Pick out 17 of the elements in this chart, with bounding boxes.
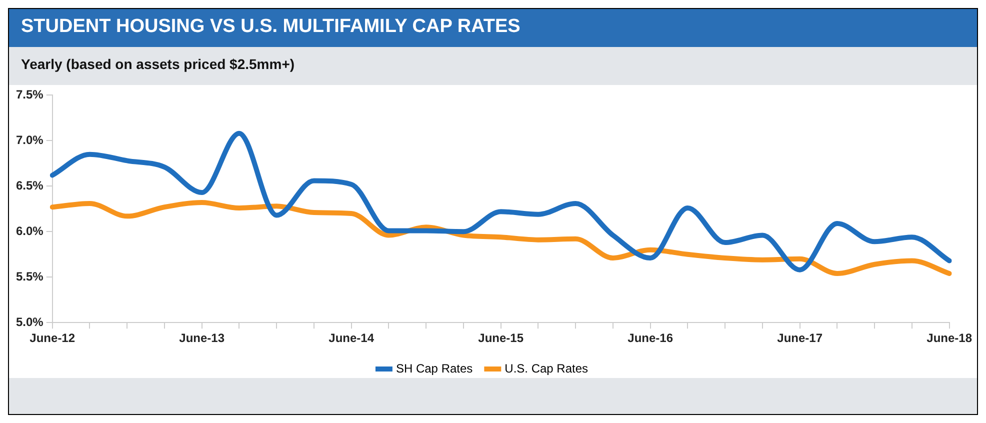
- x-tick-label: June-15: [478, 331, 524, 346]
- y-tick-label: 7.0%: [16, 132, 44, 147]
- x-tick-label: June-17: [777, 331, 823, 346]
- y-tick-label: 5.0%: [16, 314, 44, 329]
- legend-label: SH Cap Rates: [396, 361, 473, 376]
- y-tick-label: 7.5%: [16, 88, 44, 102]
- y-tick-label: 5.5%: [16, 269, 44, 284]
- x-tick-label: June-14: [328, 331, 374, 346]
- legend-label: U.S. Cap Rates: [504, 361, 588, 376]
- x-tick-label: June-12: [30, 331, 76, 346]
- y-tick-label: 6.0%: [16, 224, 44, 238]
- x-tick-label: June-16: [628, 331, 674, 346]
- chart-subtitle: Yearly (based on assets priced $2.5mm+): [9, 47, 977, 85]
- x-tick-label: June-18: [926, 331, 972, 346]
- chart-title: STUDENT HOUSING VS U.S. MULTIFAMILY CAP RATES: [9, 9, 977, 47]
- y-tick-label: 6.5%: [16, 178, 44, 192]
- x-tick-label: June-13: [179, 331, 225, 346]
